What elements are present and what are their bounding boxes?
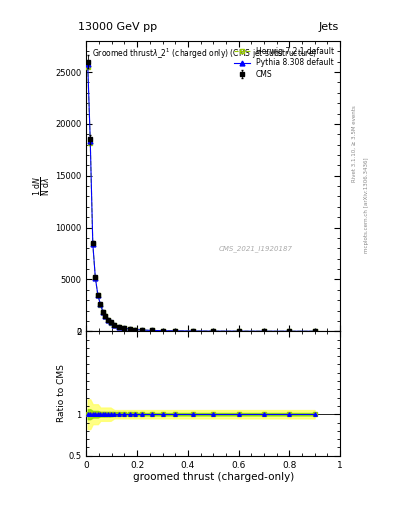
Herwig 7.2.1 default: [312, 328, 317, 334]
Herwig 7.2.1 default: [117, 324, 122, 330]
Pythia 8.308 default: [88, 138, 93, 144]
Herwig 7.2.1 default: [98, 302, 103, 308]
Herwig 7.2.1 default: [191, 328, 195, 334]
Herwig 7.2.1 default: [101, 309, 105, 315]
Pythia 8.308 default: [173, 328, 178, 334]
Herwig 7.2.1 default: [262, 328, 266, 334]
Herwig 7.2.1 default: [173, 328, 178, 334]
Pythia 8.308 default: [127, 326, 132, 332]
Herwig 7.2.1 default: [122, 325, 127, 331]
Herwig 7.2.1 default: [140, 327, 145, 333]
Pythia 8.308 default: [106, 317, 110, 323]
Herwig 7.2.1 default: [88, 139, 93, 145]
Line: Herwig 7.2.1 default: Herwig 7.2.1 default: [85, 65, 317, 334]
Legend: Herwig 7.2.1 default, Pythia 8.308 default, CMS: Herwig 7.2.1 default, Pythia 8.308 defau…: [232, 45, 336, 81]
Herwig 7.2.1 default: [103, 313, 108, 319]
Herwig 7.2.1 default: [127, 326, 132, 332]
Pythia 8.308 default: [236, 328, 241, 334]
Herwig 7.2.1 default: [150, 327, 155, 333]
Pythia 8.308 default: [211, 328, 215, 334]
Text: Rivet 3.1.10, ≥ 3.5M events: Rivet 3.1.10, ≥ 3.5M events: [352, 105, 357, 182]
Pythia 8.308 default: [262, 328, 266, 334]
Text: Jets: Jets: [318, 22, 339, 32]
Pythia 8.308 default: [95, 292, 100, 298]
Pythia 8.308 default: [287, 328, 292, 334]
Pythia 8.308 default: [103, 313, 108, 319]
Y-axis label: $\frac{1}{\mathrm{N}}\frac{\mathrm{d}N}{\mathrm{d}\lambda}$: $\frac{1}{\mathrm{N}}\frac{\mathrm{d}N}{…: [31, 176, 53, 196]
Herwig 7.2.1 default: [287, 328, 292, 334]
Text: mcplots.cern.ch [arXiv:1306.3436]: mcplots.cern.ch [arXiv:1306.3436]: [364, 157, 369, 252]
Pythia 8.308 default: [312, 328, 317, 334]
Herwig 7.2.1 default: [90, 241, 95, 247]
Herwig 7.2.1 default: [95, 292, 100, 298]
Pythia 8.308 default: [117, 324, 122, 330]
Pythia 8.308 default: [191, 328, 195, 334]
Herwig 7.2.1 default: [93, 275, 98, 281]
Pythia 8.308 default: [140, 327, 145, 333]
Herwig 7.2.1 default: [211, 328, 215, 334]
Pythia 8.308 default: [90, 241, 95, 247]
Pythia 8.308 default: [85, 61, 90, 67]
Herwig 7.2.1 default: [85, 64, 90, 70]
Text: CMS_2021_I1920187: CMS_2021_I1920187: [218, 245, 292, 252]
Y-axis label: Ratio to CMS: Ratio to CMS: [57, 365, 66, 422]
Herwig 7.2.1 default: [160, 328, 165, 334]
Herwig 7.2.1 default: [106, 317, 110, 323]
Pythia 8.308 default: [122, 325, 127, 331]
Pythia 8.308 default: [101, 309, 105, 315]
Herwig 7.2.1 default: [112, 322, 117, 328]
Text: 13000 GeV pp: 13000 GeV pp: [78, 22, 158, 32]
Pythia 8.308 default: [112, 322, 117, 328]
Pythia 8.308 default: [132, 327, 137, 333]
Pythia 8.308 default: [160, 328, 165, 334]
Herwig 7.2.1 default: [236, 328, 241, 334]
Herwig 7.2.1 default: [108, 319, 113, 326]
X-axis label: groomed thrust (charged-only): groomed thrust (charged-only): [132, 472, 294, 482]
Pythia 8.308 default: [98, 302, 103, 308]
Pythia 8.308 default: [93, 274, 98, 281]
Text: Groomed thrust$\lambda$_2$^1$ (charged only) (CMS jet substructure): Groomed thrust$\lambda$_2$^1$ (charged o…: [92, 47, 317, 61]
Pythia 8.308 default: [108, 319, 113, 326]
Pythia 8.308 default: [150, 327, 155, 333]
Herwig 7.2.1 default: [132, 327, 137, 333]
Line: Pythia 8.308 default: Pythia 8.308 default: [85, 61, 317, 334]
